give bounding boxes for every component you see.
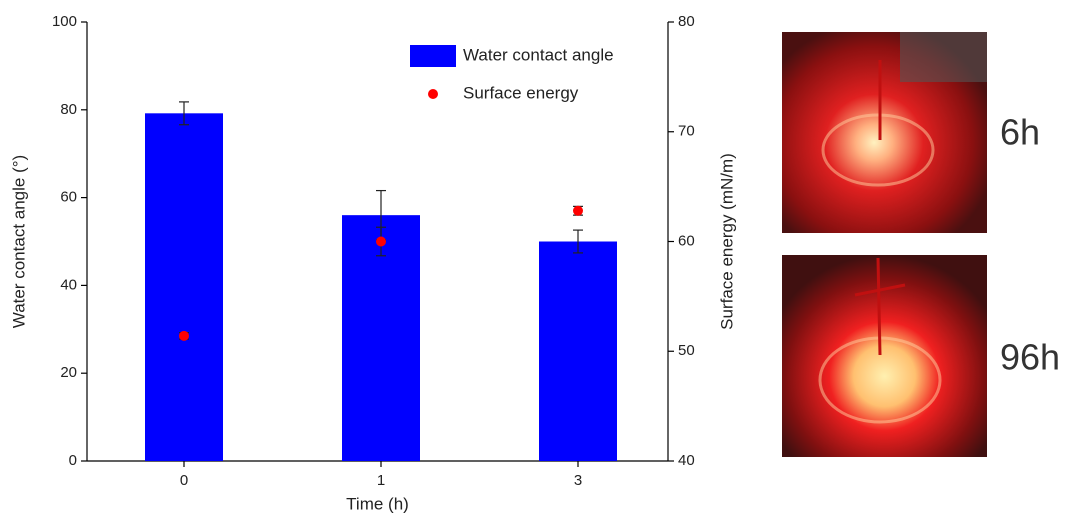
photo: 6h bbox=[782, 32, 1040, 233]
y2-axis-label: Surface energy (mN/m) bbox=[717, 153, 736, 330]
point bbox=[179, 330, 189, 341]
legend-label: Surface energy bbox=[463, 83, 579, 102]
y-tick-label: 0 bbox=[69, 452, 77, 469]
y-axis-label: Water contact angle (°) bbox=[9, 155, 28, 328]
panel-label: 6h bbox=[1000, 112, 1040, 153]
panel-label: 96h bbox=[1000, 337, 1060, 378]
y-tick-label: 60 bbox=[60, 189, 77, 206]
y2-tick-label: 40 bbox=[678, 452, 695, 469]
bar bbox=[539, 241, 617, 461]
legend-label: Water contact angle bbox=[463, 45, 614, 64]
x-tick-label: 1 bbox=[377, 472, 385, 489]
bar bbox=[145, 113, 223, 461]
plot: 0 20 40 60 80 100 40 50 60 70 80 Time (h) Water cont… bbox=[9, 13, 736, 514]
x-tick-label: 0 bbox=[180, 472, 188, 489]
legend-swatch bbox=[428, 89, 438, 99]
point bbox=[376, 236, 386, 247]
y2-tick-label: 70 bbox=[678, 123, 695, 140]
y2-tick-label: 80 bbox=[678, 13, 695, 30]
legend-swatch bbox=[410, 45, 456, 67]
y-tick-label: 80 bbox=[60, 101, 77, 118]
y2-tick-label: 60 bbox=[678, 232, 695, 249]
y-tick-label: 20 bbox=[60, 364, 77, 381]
y-tick-label: 40 bbox=[60, 276, 77, 293]
y-tick-label: 100 bbox=[52, 13, 77, 30]
x-axis-label: Time (h) bbox=[346, 494, 409, 513]
y2-tick-label: 50 bbox=[678, 342, 695, 359]
x-tick-label: 3 bbox=[574, 472, 582, 489]
point bbox=[573, 205, 583, 216]
photo: 96h bbox=[782, 255, 1060, 457]
